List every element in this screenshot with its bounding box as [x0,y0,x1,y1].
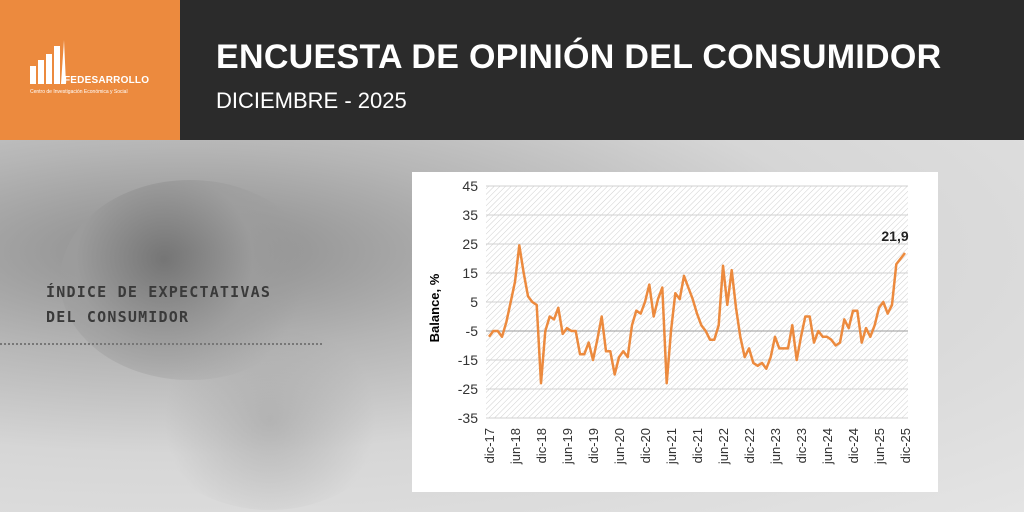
y-axis-label: Balance, % [427,273,442,342]
section-title-line2: DEL CONSUMIDOR [46,308,190,326]
x-tick-label: jun-20 [612,428,627,465]
x-tick-label: dic-21 [690,428,705,463]
data-label-last: 21,9 [881,228,908,244]
chart-panel: 45 35 25 15 5 -5 -15 -25 -35 dic-17 jun-18 dic-18 j… [412,172,938,492]
y-tick-label: -25 [458,381,478,397]
series-line [487,244,906,385]
background-shape [150,330,390,510]
logo-panel: FEDESARROLLO Centro de Investigación Eco… [0,0,180,140]
page-subtitle: DICIEMBRE - 2025 [216,88,407,113]
section-title: ÍNDICE DE EXPECTATIVAS DEL CONSUMIDOR [46,280,346,330]
x-tick-label: dic-23 [794,428,809,463]
page-title: ENCUESTA DE OPINIÓN DEL CONSUMIDOR [216,38,942,76]
x-tick-label: jun-24 [820,428,835,465]
y-tick-label: -35 [458,410,478,426]
y-tick-label: -5 [466,323,479,339]
y-tick-label: -15 [458,352,478,368]
y-tick-label: 5 [470,294,478,310]
dotted-divider [0,343,322,345]
x-tick-label: dic-25 [898,428,913,463]
x-tick-label: jun-19 [560,428,575,465]
x-tick-label: jun-18 [508,428,523,465]
x-tick-label: dic-24 [846,428,861,463]
logo-tagline: Centro de Investigación Económica y Soci… [30,89,128,95]
y-tick-label: 45 [462,178,478,194]
header-bar: FEDESARROLLO Centro de Investigación Eco… [0,0,1024,140]
x-tick-label: dic-19 [586,428,601,463]
x-tick-label: jun-23 [768,428,783,465]
x-tick-label: dic-22 [742,428,757,463]
section-title-line1: ÍNDICE DE EXPECTATIVAS [46,283,272,301]
y-tick-label: 35 [462,207,478,223]
x-tick-label: dic-20 [638,428,653,463]
x-tick-label: jun-22 [716,428,731,465]
x-tick-label: dic-18 [534,428,549,463]
x-tick-label: jun-21 [664,428,679,465]
logo-name: FEDESARROLLO [64,75,150,86]
x-tick-label: jun-25 [872,428,887,465]
line-chart: 45 35 25 15 5 -5 -15 -25 -35 dic-17 jun-18 dic-18 j… [427,178,913,465]
y-tick-label: 15 [462,265,478,281]
y-tick-label: 25 [462,236,478,252]
logo-icon [30,40,66,84]
x-tick-label: dic-17 [482,428,497,463]
